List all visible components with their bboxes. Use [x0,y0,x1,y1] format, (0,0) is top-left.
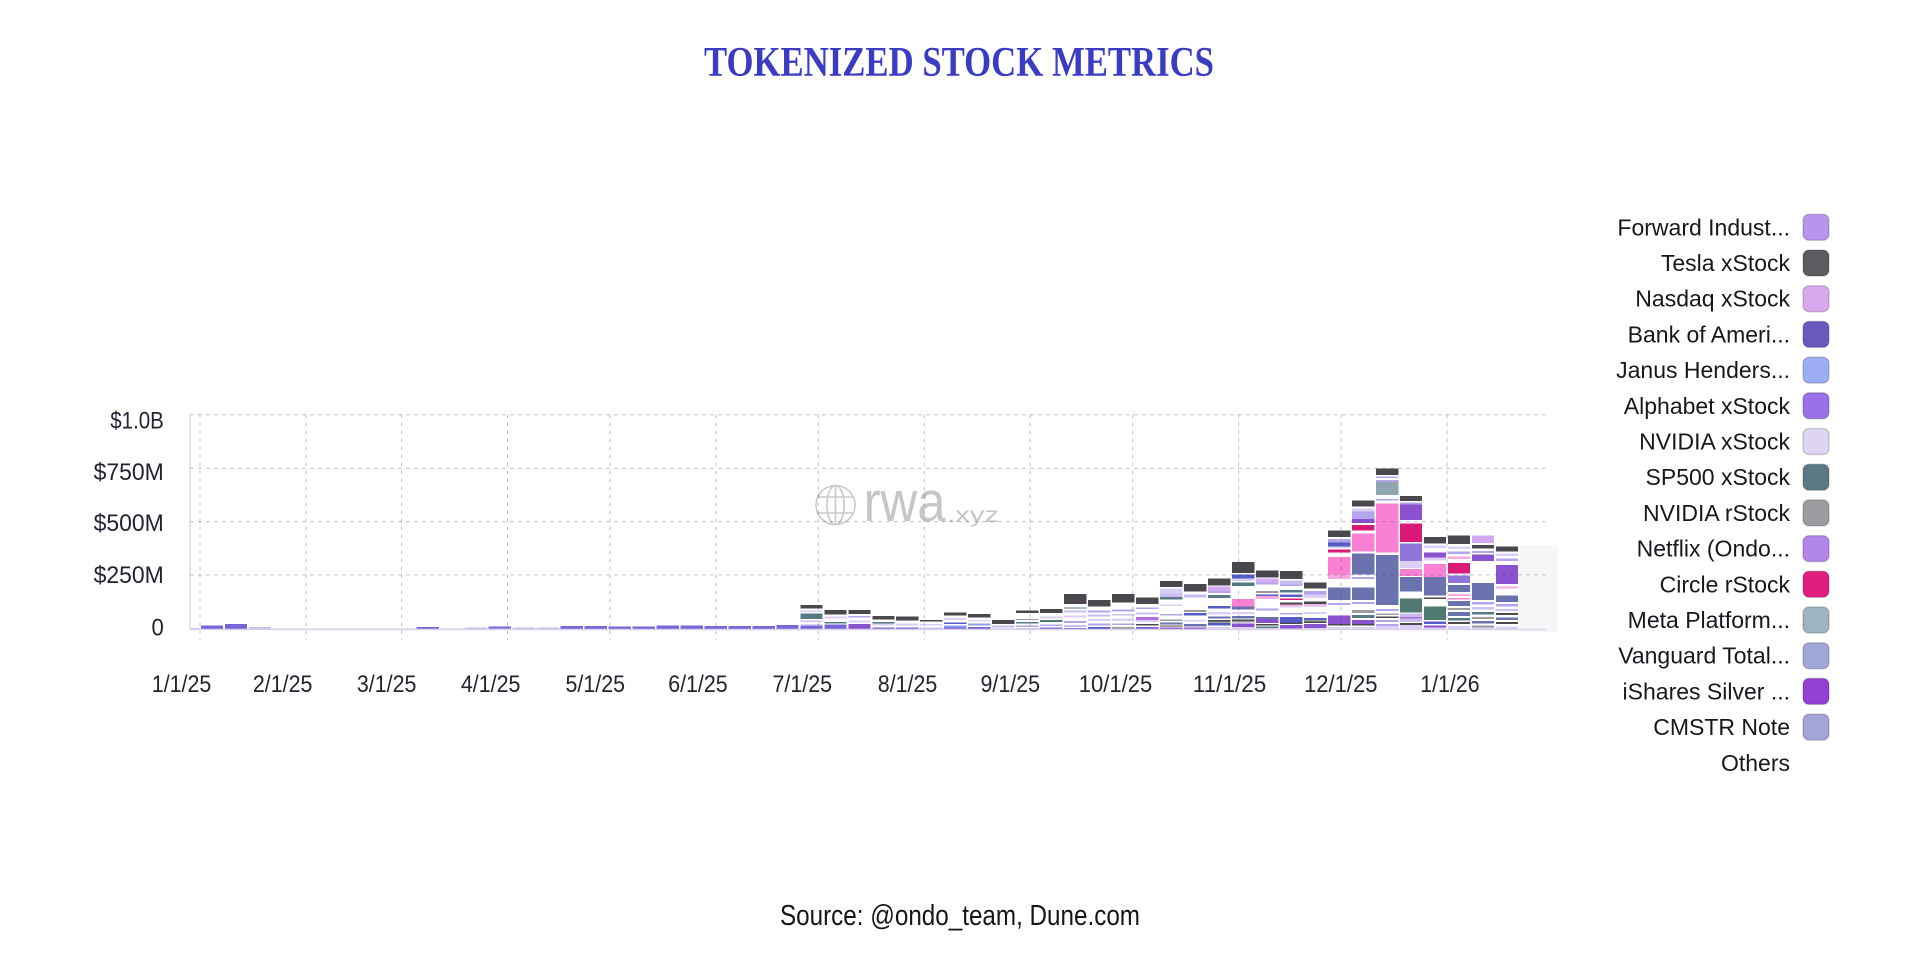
svg-text:Vanguard Total...: Vanguard Total... [1618,643,1790,669]
svg-text:$1.0B: $1.0B [110,408,164,435]
svg-text:iShares Silver ...: iShares Silver ... [1623,678,1790,704]
svg-text:Tesla xStock: Tesla xStock [1661,250,1791,276]
svg-text:6/1/25: 6/1/25 [668,671,728,698]
svg-text:12/1/25: 12/1/25 [1304,671,1378,698]
svg-text:Source: @ondo_team, Dune.com: Source: @ondo_team, Dune.com [780,900,1140,932]
svg-text:SP500 xStock: SP500 xStock [1646,464,1791,490]
svg-text:8/1/25: 8/1/25 [878,671,938,698]
svg-text:Meta Platform...: Meta Platform... [1628,607,1790,633]
svg-text:Alphabet xStock: Alphabet xStock [1624,393,1791,419]
svg-text:4/1/25: 4/1/25 [461,671,521,698]
svg-text:Janus Henders...: Janus Henders... [1616,357,1790,383]
svg-text:0: 0 [152,615,164,642]
svg-text:TOKENIZED STOCK METRICS: TOKENIZED STOCK METRICS [704,40,1214,86]
svg-text:$500M: $500M [94,510,164,537]
svg-text:1/1/25: 1/1/25 [152,671,212,698]
svg-text:Netflix (Ondo...: Netflix (Ondo... [1637,536,1790,562]
svg-text:Forward Indust...: Forward Indust... [1617,214,1790,240]
svg-text:.xyz: .xyz [947,504,999,527]
svg-text:11/1/25: 11/1/25 [1193,671,1267,698]
svg-text:9/1/25: 9/1/25 [981,671,1041,698]
svg-text:Nasdaq xStock: Nasdaq xStock [1635,286,1790,312]
svg-text:CMSTR Note: CMSTR Note [1653,714,1790,740]
svg-text:3/1/25: 3/1/25 [357,671,417,698]
svg-text:$250M: $250M [94,562,164,589]
svg-text:NVIDIA rStock: NVIDIA rStock [1643,500,1790,526]
svg-text:NVIDIA xStock: NVIDIA xStock [1639,429,1790,455]
svg-text:$750M: $750M [94,459,164,486]
svg-text:Bank of Ameri...: Bank of Ameri... [1628,321,1790,347]
svg-text:10/1/25: 10/1/25 [1079,671,1153,698]
svg-text:Circle rStock: Circle rStock [1660,571,1791,597]
svg-text:Others: Others [1721,750,1790,776]
svg-text:2/1/25: 2/1/25 [253,671,313,698]
svg-text:1/1/26: 1/1/26 [1420,671,1480,698]
svg-text:7/1/25: 7/1/25 [773,671,833,698]
svg-text:5/1/25: 5/1/25 [566,671,626,698]
svg-text:rwa: rwa [864,470,946,534]
